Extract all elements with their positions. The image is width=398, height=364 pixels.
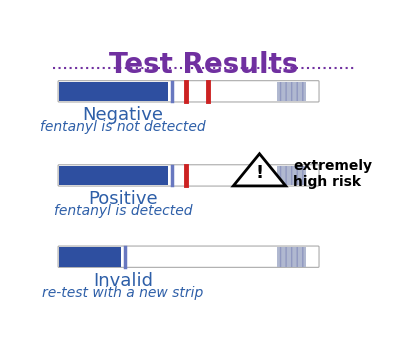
Bar: [277, 247, 306, 266]
Bar: [59, 247, 121, 266]
Bar: [277, 82, 306, 101]
Bar: [277, 166, 306, 185]
Bar: [59, 166, 168, 185]
FancyBboxPatch shape: [58, 165, 319, 186]
Text: Negative: Negative: [82, 106, 164, 124]
Text: fentanyl is detected: fentanyl is detected: [54, 204, 192, 218]
Text: re-test with a new strip: re-test with a new strip: [42, 286, 204, 300]
FancyBboxPatch shape: [58, 246, 319, 267]
Polygon shape: [233, 154, 286, 186]
Text: Invalid: Invalid: [93, 272, 153, 289]
Bar: [59, 82, 168, 101]
Text: fentanyl is not detected: fentanyl is not detected: [40, 120, 206, 134]
FancyBboxPatch shape: [58, 81, 319, 102]
Text: extremely: extremely: [293, 159, 373, 173]
Text: Positive: Positive: [88, 190, 158, 208]
Text: high risk: high risk: [293, 175, 361, 189]
Text: Test Results: Test Results: [109, 51, 298, 79]
Text: !: !: [256, 163, 263, 182]
